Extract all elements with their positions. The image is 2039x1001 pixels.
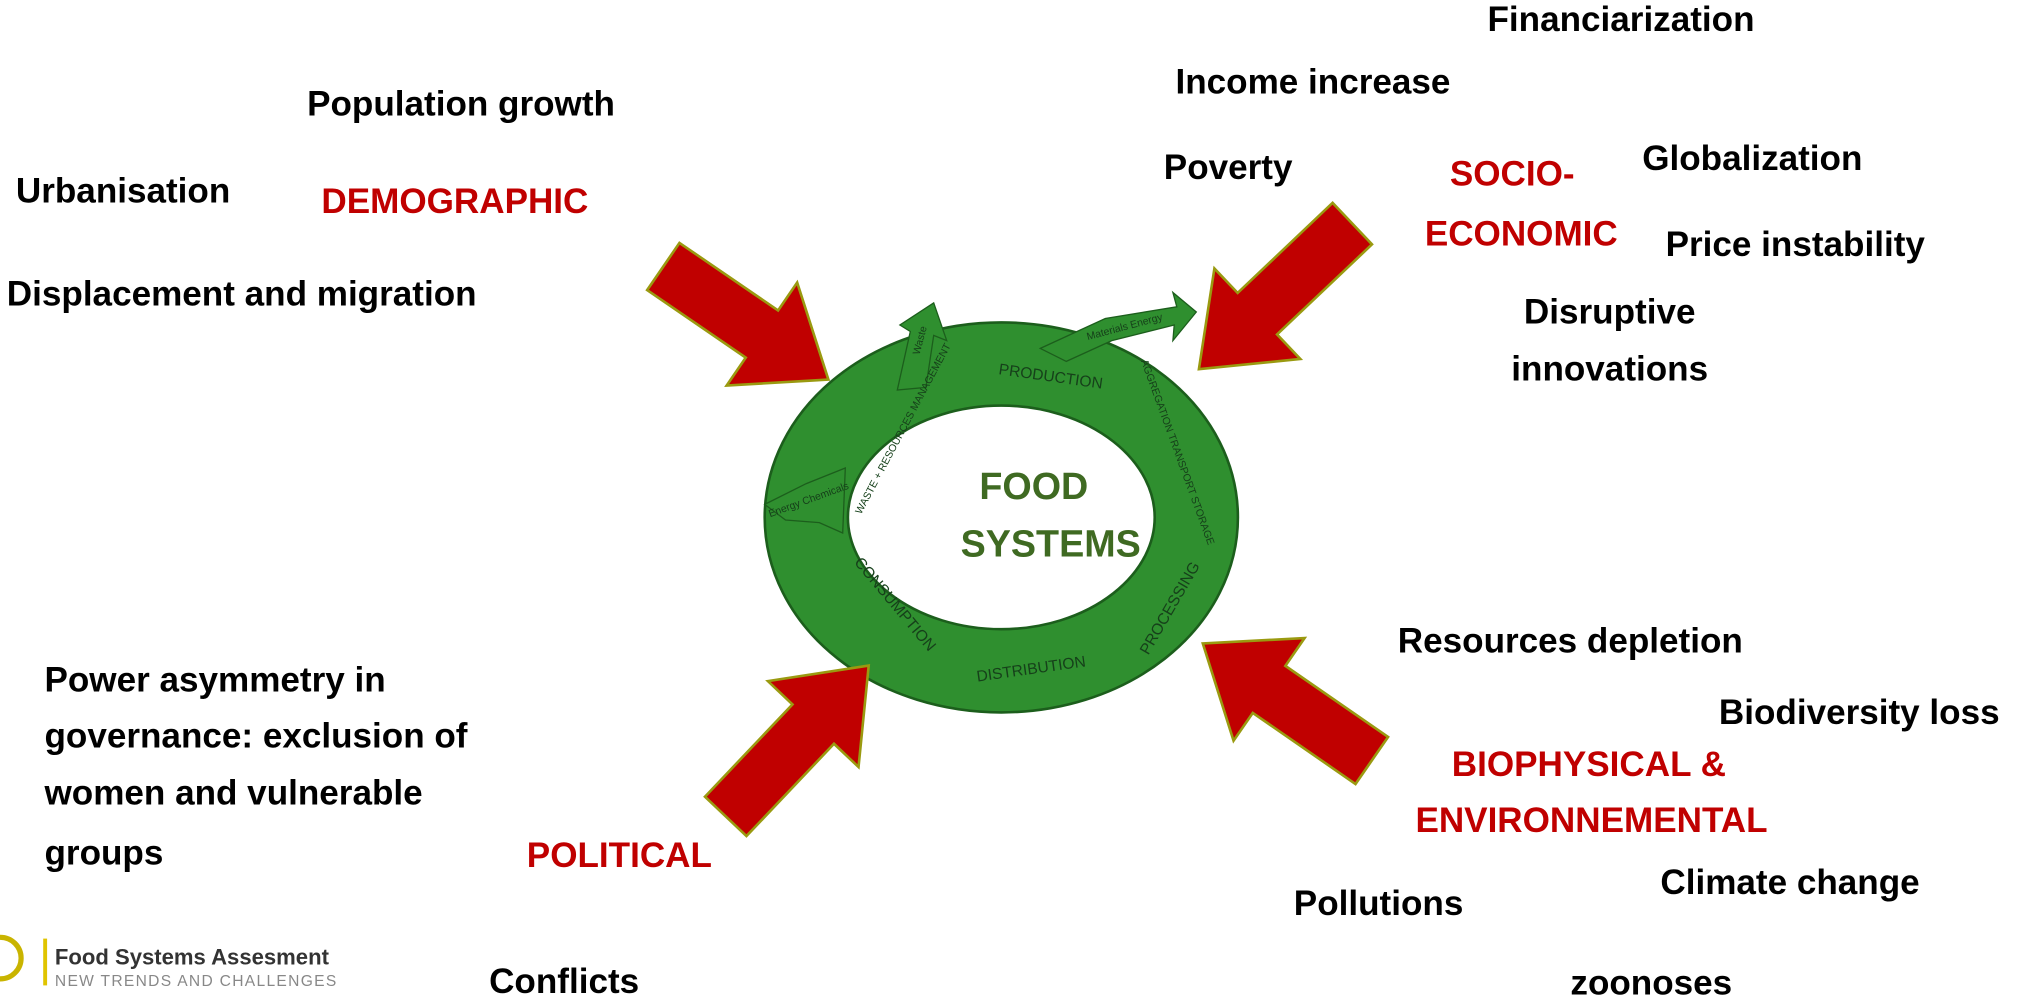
- driver-label: SOCIO-: [1450, 155, 1575, 194]
- driver-arrows: [645, 201, 1390, 838]
- driver-item: Biodiversity loss: [1719, 693, 2000, 732]
- driver-item: Globalization: [1642, 139, 1862, 178]
- driver-item: Income increase: [1176, 62, 1451, 101]
- driver-item: Poverty: [1164, 148, 1293, 187]
- flow-arrow: [1038, 290, 1198, 363]
- driver-label: POLITICAL: [527, 836, 712, 875]
- flow-arrow: [896, 301, 948, 391]
- driver-item: Resources depletion: [1398, 621, 1743, 660]
- driver-item: Pollutions: [1294, 884, 1464, 923]
- driver-label: ENVIRONNEMENTAL: [1415, 801, 1767, 840]
- driver-item: Price instability: [1666, 225, 1926, 264]
- ring: [766, 323, 1237, 712]
- logo-title: Food Systems Assesment: [55, 944, 330, 969]
- logo: Food Systems Assesment NEW TRENDS AND CH…: [0, 934, 338, 990]
- driver-item: governance: exclusion of: [45, 716, 468, 755]
- driver-arrow: [1197, 201, 1374, 371]
- driver-item: Disruptive: [1524, 293, 1696, 332]
- driver-arrow: [703, 664, 871, 838]
- driver-arrow: [645, 241, 831, 387]
- logo-bar: [43, 938, 48, 986]
- food-cycle: PRODUCTION AGGREGATION TRANSPORT STORAGE…: [763, 290, 1240, 714]
- driver-item: Displacement and migration: [7, 274, 477, 313]
- driver-item: Conflicts: [489, 962, 639, 1001]
- driver-label: ECONOMIC: [1425, 214, 1618, 253]
- driver-item: Population growth: [307, 85, 615, 124]
- driver-item: innovations: [1511, 350, 1708, 389]
- logo-icon: [0, 934, 24, 982]
- driver-item: zoonoses: [1570, 963, 1732, 1001]
- driver-item: women and vulnerable: [43, 774, 422, 813]
- driver-label: DEMOGRAPHIC: [321, 182, 588, 221]
- center-label: SYSTEMS: [961, 522, 1141, 564]
- driver-item: Urbanisation: [16, 172, 230, 211]
- driver-arrow: [1201, 636, 1390, 786]
- driver-item: Climate change: [1660, 863, 1919, 902]
- center-label: FOOD: [979, 465, 1088, 507]
- driver-item: Power asymmetry in: [45, 660, 386, 699]
- logo-subtitle: NEW TRENDS AND CHALLENGES: [55, 973, 338, 990]
- driver-item: Financiarization: [1488, 0, 1755, 39]
- driver-label: BIOPHYSICAL &: [1452, 745, 1726, 784]
- flow-arrow: [763, 467, 846, 534]
- driver-item: groups: [45, 833, 164, 872]
